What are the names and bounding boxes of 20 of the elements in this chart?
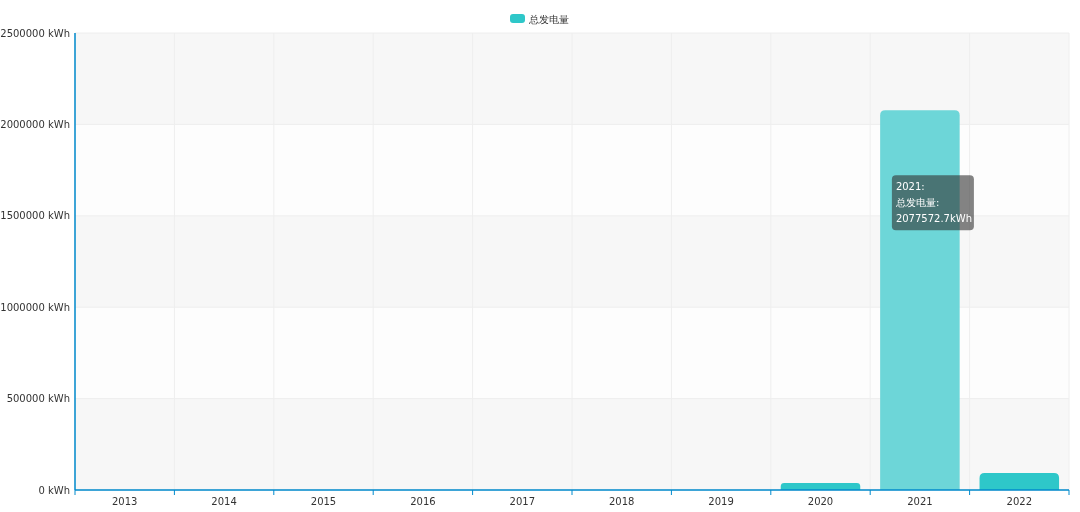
x-tick-label: 2013 bbox=[111, 496, 138, 507]
y-tick-label: 2000000 kWh bbox=[0, 118, 70, 130]
x-tick-label: 2021 bbox=[907, 496, 933, 507]
x-tick-label: 2019 bbox=[708, 496, 734, 507]
y-tick-label: 1000000 kWh bbox=[0, 301, 70, 313]
x-tick-label: 2022 bbox=[1006, 496, 1033, 507]
legend-label: 总发电量 bbox=[528, 13, 569, 25]
annotation: 2021: 总发电量: 2077572.7kWh bbox=[891, 175, 974, 231]
annotation: 2021: 总发电量: 2077572.7kWh bbox=[894, 181, 972, 225]
x-tick-label: 2015 bbox=[310, 496, 337, 507]
y-tick-label: 0 kWh bbox=[38, 484, 70, 496]
y-tick-label: 1500000 kWh bbox=[0, 210, 70, 222]
x-tick-label: 2018 bbox=[608, 496, 635, 507]
legend: 总发电量 bbox=[510, 13, 569, 25]
x-tick-label: 2014 bbox=[211, 496, 237, 507]
y-tick-label: 2500000 kWh bbox=[0, 27, 70, 39]
x-tick-label: 2017 bbox=[509, 496, 536, 507]
y-tick-label: 500000 kWh bbox=[6, 393, 70, 405]
x-tick-label: 2016 bbox=[410, 496, 436, 507]
x-tick-label: 2020 bbox=[807, 496, 834, 507]
